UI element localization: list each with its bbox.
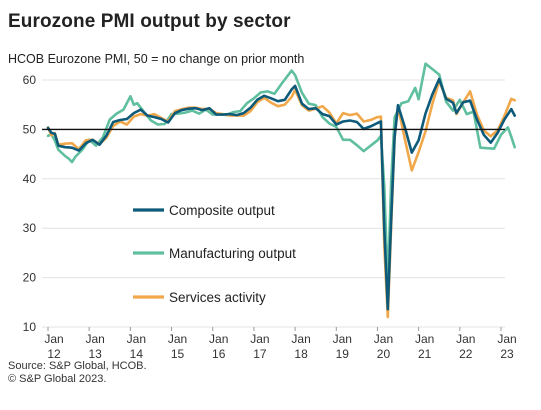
grid-lines xyxy=(42,79,505,328)
x-tick-label-year: 22 xyxy=(459,347,473,360)
series-line-services-activity xyxy=(46,79,516,319)
x-tick-label-year: 23 xyxy=(500,347,514,360)
x-tick-label-year: 13 xyxy=(89,347,103,360)
series-line-composite-output xyxy=(46,77,516,311)
y-tick-label: 40 xyxy=(23,172,37,186)
chart-subtitle: HCOB Eurozone PMI, 50 = no change on pri… xyxy=(8,52,305,66)
x-tick-label-month: Jan xyxy=(333,332,352,346)
x-tick-label-year: 16 xyxy=(212,347,226,360)
y-tick-label: 20 xyxy=(23,271,37,285)
legend-label: Composite output xyxy=(169,203,275,218)
x-tick-label-month: Jan xyxy=(374,332,393,346)
chart-title: Eurozone PMI output by sector xyxy=(8,11,291,32)
x-tick-label-year: 14 xyxy=(130,347,144,360)
x-tick-label-month: Jan xyxy=(209,332,228,346)
y-tick-label: 50 xyxy=(23,122,37,136)
x-tick-label-month: Jan xyxy=(250,332,269,346)
x-tick-label-year: 18 xyxy=(294,347,308,360)
x-tick-label-year: 19 xyxy=(336,347,350,360)
y-axis-ticks: 10 20 30 40 50 60 xyxy=(23,73,37,334)
x-tick-label-year: 20 xyxy=(377,347,391,360)
y-tick-label: 30 xyxy=(23,221,37,235)
x-tick-label-month: Jan xyxy=(415,332,434,346)
source-text: Source: S&P Global, HCOB. xyxy=(8,360,147,372)
x-tick-label-year: 17 xyxy=(253,347,267,360)
x-tick-label-year: 15 xyxy=(171,347,185,360)
x-tick-label-month: Jan xyxy=(497,332,516,346)
copyright-text: © S&P Global 2023. xyxy=(8,373,107,385)
x-tick-label-month: Jan xyxy=(456,332,475,346)
series-lines xyxy=(46,62,516,319)
y-tick-label: 60 xyxy=(23,73,37,87)
x-tick-label-month: Jan xyxy=(127,332,146,346)
x-tick-label-month: Jan xyxy=(44,332,63,346)
x-axis-ticks: Jan12Jan13Jan14Jan15Jan16Jan17Jan18Jan19… xyxy=(44,327,517,360)
source-note: Source: S&P Global, HCOB. © S&P Global 2… xyxy=(8,360,147,386)
series-line-manufacturing-output xyxy=(46,62,516,288)
legend-label: Services activity xyxy=(169,290,266,305)
legend: Composite output Manufacturing output Serv… xyxy=(133,203,296,305)
x-tick-label-year: 12 xyxy=(47,347,61,360)
x-tick-label-month: Jan xyxy=(168,332,187,346)
x-tick-label-month: Jan xyxy=(291,332,310,346)
x-tick-label-year: 21 xyxy=(418,347,432,360)
x-tick-label-month: Jan xyxy=(86,332,105,346)
y-tick-label: 10 xyxy=(23,320,37,334)
legend-label: Manufacturing output xyxy=(169,246,296,261)
